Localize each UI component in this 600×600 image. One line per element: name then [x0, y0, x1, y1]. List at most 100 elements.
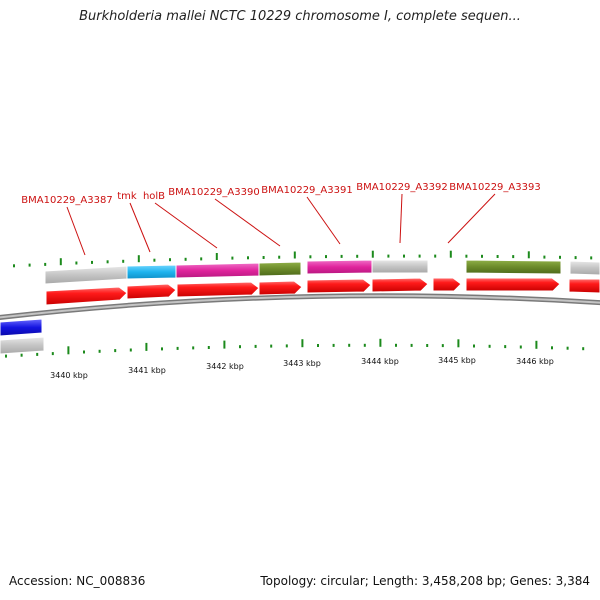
upper-tick	[200, 257, 203, 261]
feature-blue-left[interactable]	[0, 318, 43, 337]
ruler-tick	[98, 349, 101, 353]
ruler-tick	[51, 352, 54, 356]
map-title: Burkholderia mallei NCTC 10229 chromosom…	[79, 9, 521, 24]
upper-tick	[527, 251, 530, 259]
upper-tick	[512, 255, 515, 259]
upper-tick	[278, 255, 281, 259]
cds-arrow-track	[45, 277, 600, 306]
upper-tick	[184, 257, 187, 261]
cds-arrow-a3391[interactable]	[306, 278, 372, 294]
ruler-tick	[270, 344, 273, 348]
ruler-label-3441: 3441 kbp	[128, 366, 166, 375]
gene-label-tmk[interactable]: tmk	[117, 191, 137, 202]
cds-arrow-a3392[interactable]	[371, 277, 429, 293]
cds-arrow-a3390[interactable]	[258, 280, 303, 296]
leader-line	[154, 202, 218, 249]
upper-tick	[59, 258, 62, 266]
accession-text: Accession: NC_008836	[9, 574, 146, 588]
ruler-tick	[67, 346, 70, 355]
feature-magenta-holb[interactable]	[175, 262, 260, 279]
upper-tick	[215, 253, 218, 260]
ruler-tick	[161, 347, 163, 351]
ruler-tick	[566, 346, 569, 350]
feature-gray-a3392[interactable]	[371, 259, 429, 274]
ruler-tick	[504, 345, 507, 349]
ruler-tick	[129, 348, 132, 352]
ruler-tick	[441, 344, 444, 348]
ruler-label-group: 3440 kbp 3441 kbp 3442 kbp 3443 kbp 3444…	[50, 356, 554, 380]
upper-tick	[106, 260, 109, 264]
upper-tick	[28, 263, 31, 267]
feature-gray-left[interactable]	[0, 336, 45, 355]
genome-summary-text: Topology: circular; Length: 3,458,208 bp…	[260, 574, 590, 588]
ruler-label-3440: 3440 kbp	[50, 371, 88, 380]
gene-label-holb[interactable]: holB	[143, 191, 165, 202]
feature-track	[44, 259, 600, 285]
ruler-tick	[582, 347, 585, 351]
feature-gray-a3387[interactable]	[44, 265, 128, 285]
ruler-tick	[519, 345, 522, 349]
leader-line	[447, 193, 496, 244]
leader-line	[214, 198, 281, 247]
ruler-tick	[332, 343, 335, 347]
ruler-label-3444: 3444 kbp	[361, 357, 399, 366]
upper-tick	[590, 256, 593, 260]
ruler-label-3442: 3442 kbp	[206, 362, 244, 371]
ruler-tick	[457, 339, 460, 348]
upper-tick	[496, 255, 499, 258]
upper-tick	[574, 256, 577, 260]
label-leader-lines	[66, 193, 496, 256]
gene-label-bma10229-a3390[interactable]: BMA10229_A3390	[168, 187, 259, 198]
cds-arrow-tmk[interactable]	[126, 283, 177, 300]
ruler-tick	[363, 343, 366, 347]
cds-arrow-a3393[interactable]	[465, 277, 561, 292]
leader-line	[306, 196, 341, 245]
cds-arrow-right[interactable]	[568, 278, 600, 294]
feature-olive-a3390[interactable]	[258, 261, 302, 277]
upper-tick	[465, 254, 468, 258]
genome-backbone	[0, 293, 600, 320]
upper-tick	[449, 250, 452, 258]
upper-tick	[309, 255, 312, 259]
upper-tick	[91, 260, 93, 264]
ruler-tick	[239, 345, 241, 349]
ruler-tick	[36, 352, 39, 356]
ruler-tick	[5, 354, 7, 358]
ruler-tick	[114, 349, 117, 353]
ruler-tick	[254, 344, 257, 348]
ruler-label-3446: 3446 kbp	[516, 357, 554, 366]
cds-arrow-a3387[interactable]	[45, 286, 128, 306]
gene-label-bma10229-a3391[interactable]: BMA10229_A3391	[261, 185, 352, 196]
feature-gray-right[interactable]	[569, 260, 600, 276]
ruler-tick	[207, 346, 210, 349]
gene-label-bma10229-a3392[interactable]: BMA10229_A3392	[356, 182, 447, 193]
cds-arrow-holb[interactable]	[176, 281, 260, 298]
gene-label-bma10229-a3393[interactable]: BMA10229_A3393	[449, 182, 540, 193]
upper-tick	[543, 255, 546, 259]
feature-olive-a3393[interactable]	[465, 259, 562, 275]
upper-tick	[387, 254, 390, 258]
upper-tick	[481, 254, 483, 258]
upper-tick	[153, 258, 156, 262]
feature-magenta-a3391[interactable]	[306, 259, 373, 275]
ruler-tick	[535, 340, 538, 349]
ruler-tick	[20, 353, 23, 357]
leader-line	[399, 193, 403, 244]
ruler-tick	[395, 343, 397, 347]
upper-tick	[559, 255, 561, 259]
upper-tick	[169, 258, 171, 262]
feature-cyan-tmk[interactable]	[126, 264, 177, 280]
upper-tick	[403, 254, 405, 258]
ruler-tick	[223, 340, 226, 349]
gene-label-bma10229-a3387[interactable]: BMA10229_A3387	[21, 195, 112, 206]
ruler-tick	[285, 344, 288, 348]
leader-line	[66, 206, 86, 256]
ruler-tick	[317, 344, 319, 347]
ruler-tick	[176, 346, 179, 350]
upper-tick	[371, 250, 374, 258]
upper-tick	[356, 254, 359, 258]
upper-tick	[262, 256, 265, 259]
cds-arrow-small[interactable]	[432, 277, 462, 292]
upper-tick	[75, 261, 78, 265]
